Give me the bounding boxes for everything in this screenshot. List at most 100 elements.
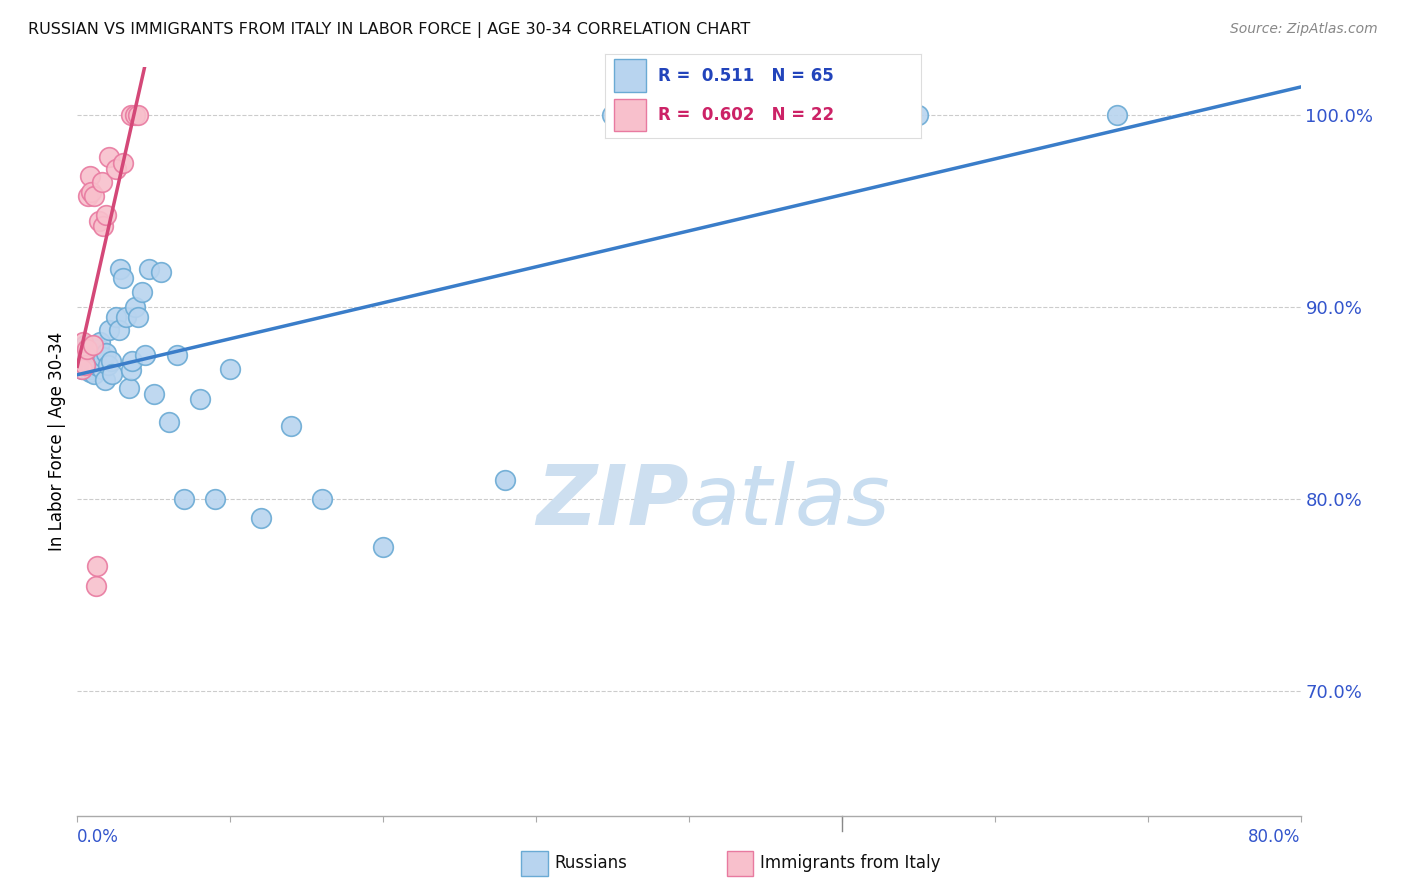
Point (142, 386, 165, 401)
Point (69, 348, 91, 362)
Point (73, 346, 96, 360)
Point (86, 559, 108, 574)
Point (72, 334, 94, 349)
Point (104, 161, 127, 176)
Text: Immigrants from Italy: Immigrants from Italy (761, 855, 941, 872)
Point (82, 348, 104, 362)
Point (134, 348, 156, 362)
Point (82, 356, 104, 370)
Point (115, 310, 138, 324)
Text: Source: ZipAtlas.com: Source: ZipAtlas.com (1230, 22, 1378, 37)
Point (76, 350, 98, 364)
Point (1107, 108, 1129, 122)
Point (157, 415, 180, 429)
Point (96, 346, 118, 360)
Text: RUSSIAN VS IMMIGRANTS FROM ITALY IN LABOR FORCE | AGE 30-34 CORRELATION CHART: RUSSIAN VS IMMIGRANTS FROM ITALY IN LABO… (28, 22, 751, 38)
Point (709, 108, 731, 122)
Point (112, 156, 135, 170)
Point (76, 358, 98, 372)
Point (173, 492, 195, 507)
Point (70, 361, 93, 376)
Point (907, 108, 929, 122)
Point (76, 343, 98, 357)
Point (204, 492, 226, 507)
Point (662, 108, 685, 122)
Text: R =  0.511   N = 65: R = 0.511 N = 65 (658, 67, 834, 85)
Text: Russians: Russians (555, 855, 627, 872)
Point (80, 185, 103, 199)
Point (602, 108, 624, 122)
Text: ZIP: ZIP (536, 461, 689, 542)
Point (73, 338, 96, 352)
Bar (614, 60, 645, 92)
Point (121, 354, 143, 368)
Text: atlas: atlas (689, 461, 890, 542)
Point (150, 265, 173, 279)
Point (83, 188, 105, 202)
Point (97, 358, 120, 372)
Point (72, 351, 94, 366)
Point (72, 343, 94, 357)
Point (84, 358, 107, 372)
Bar (614, 99, 645, 131)
Point (89, 334, 111, 349)
Point (120, 363, 142, 377)
Point (67, 348, 90, 362)
Point (371, 540, 394, 554)
Bar (727, 851, 754, 876)
Point (128, 310, 150, 324)
Point (128, 108, 150, 122)
Point (73, 358, 96, 372)
Point (107, 323, 129, 337)
Point (219, 361, 242, 376)
Point (138, 261, 160, 276)
Point (80, 361, 103, 376)
Point (70, 361, 93, 376)
Point (77, 359, 100, 374)
Point (98, 323, 121, 337)
Point (79, 358, 101, 372)
Point (94, 373, 117, 387)
Point (87, 343, 110, 357)
Point (86, 358, 108, 372)
Point (86, 346, 108, 360)
Point (87, 213, 110, 227)
Point (84, 351, 107, 366)
Point (80, 351, 103, 366)
Point (79, 169, 101, 184)
Point (108, 261, 131, 276)
Point (98, 150, 121, 164)
Text: R =  0.602   N = 22: R = 0.602 N = 22 (658, 106, 835, 124)
Point (77, 354, 100, 368)
Point (131, 285, 153, 299)
Point (70, 358, 93, 372)
Point (250, 511, 273, 525)
Point (83, 368, 105, 382)
Point (124, 108, 146, 122)
Point (96, 208, 118, 222)
Bar (522, 851, 548, 876)
Point (90, 175, 112, 189)
Point (118, 381, 141, 395)
Point (90, 361, 112, 376)
Point (120, 108, 142, 122)
Point (112, 271, 135, 285)
Point (69, 354, 91, 368)
Y-axis label: In Labor Force | Age 30-34: In Labor Force | Age 30-34 (48, 332, 66, 551)
Text: 0.0%: 0.0% (77, 828, 120, 846)
Point (280, 419, 302, 434)
Point (84, 579, 107, 593)
Point (104, 310, 127, 324)
Point (188, 392, 211, 407)
Point (91, 219, 114, 234)
Point (100, 354, 122, 368)
Point (83, 359, 105, 374)
Point (101, 368, 124, 382)
Point (91, 350, 114, 364)
Point (166, 348, 188, 362)
Text: 80.0%: 80.0% (1249, 828, 1301, 846)
Point (311, 492, 333, 507)
Point (82, 338, 104, 352)
Point (79, 365, 101, 379)
Point (77, 188, 100, 202)
